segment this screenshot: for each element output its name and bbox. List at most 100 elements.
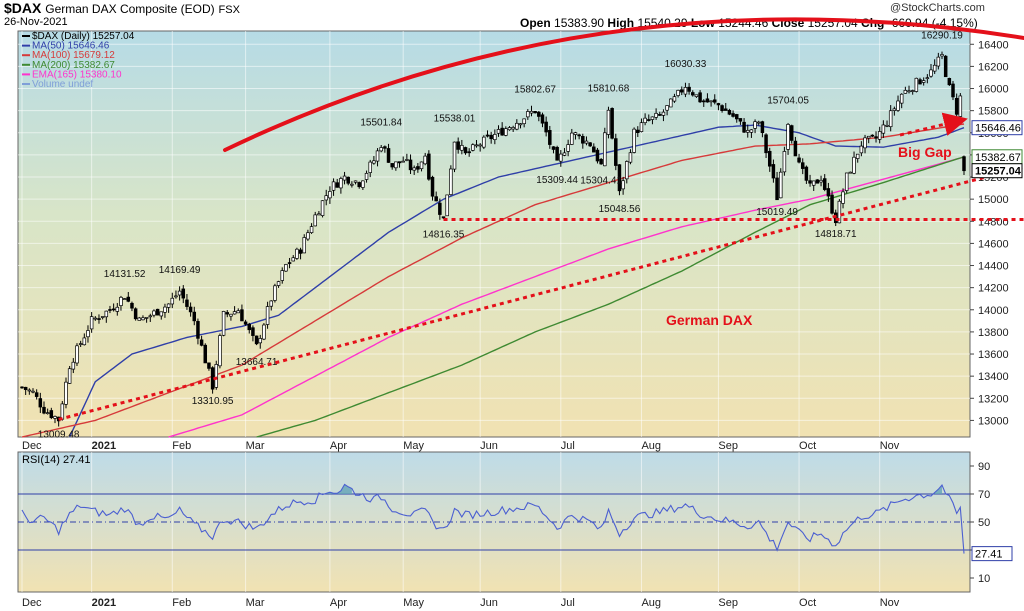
candle	[745, 130, 750, 133]
candle	[782, 151, 787, 173]
candle	[441, 216, 446, 219]
candle	[683, 87, 688, 95]
rsi-line	[21, 483, 965, 554]
candle	[302, 237, 306, 254]
candle	[610, 108, 614, 139]
candle	[907, 90, 911, 93]
candle	[504, 128, 508, 136]
legend-entry: $DAX (Daily) 15257.04	[32, 31, 135, 42]
candle	[716, 103, 721, 106]
candle	[592, 146, 596, 153]
candle	[357, 182, 361, 188]
candle	[540, 114, 545, 124]
candle	[346, 176, 350, 184]
price-tick-label: 15800	[978, 106, 1009, 118]
candle	[474, 144, 479, 147]
candle	[276, 281, 281, 286]
rsi-month-label: Jun	[480, 597, 498, 609]
candle	[478, 144, 482, 147]
candle	[247, 323, 252, 331]
center-annotation: German DAX	[666, 312, 753, 328]
rsi-title: RSI(14) 27.41	[22, 454, 90, 466]
candle	[654, 112, 658, 118]
candle	[394, 161, 398, 169]
candle	[929, 69, 933, 77]
candle	[482, 136, 486, 148]
candle	[71, 361, 76, 370]
price-point-label: 14818.71	[815, 229, 857, 240]
rsi-month-label: May	[403, 597, 424, 609]
candle	[544, 121, 548, 133]
gap-annotation: Big Gap	[898, 144, 952, 160]
candle	[287, 262, 292, 264]
candle	[342, 175, 347, 181]
candle	[137, 317, 142, 321]
candle	[412, 167, 416, 171]
price-value-tag	[971, 163, 1023, 179]
candle	[284, 264, 288, 272]
candle	[628, 152, 633, 163]
candle	[295, 248, 299, 259]
rsi-month-label: Jul	[561, 597, 575, 609]
candle	[174, 295, 178, 298]
candle	[559, 153, 563, 162]
candle	[753, 121, 757, 129]
candle	[515, 122, 519, 130]
candle	[438, 202, 442, 215]
candle	[379, 147, 383, 152]
candle	[405, 159, 409, 161]
price-point-label: 15304.41	[580, 175, 622, 186]
candle	[42, 406, 46, 414]
candle	[401, 160, 405, 163]
candle	[181, 288, 186, 299]
price-tick-label: 14400	[978, 261, 1009, 273]
series-ema165	[168, 156, 965, 438]
candle	[797, 157, 801, 163]
candle	[133, 308, 138, 320]
legend-entry: EMA(165) 15380.10	[32, 69, 122, 80]
candle	[416, 166, 420, 170]
candle	[324, 195, 328, 201]
candle	[874, 136, 878, 139]
candle	[368, 161, 372, 173]
support-line	[58, 165, 1024, 421]
candle	[335, 182, 339, 188]
candle	[749, 129, 754, 133]
month-label: Dec	[22, 440, 42, 452]
chart-date: 26-Nov-2021	[4, 16, 68, 28]
candle	[676, 89, 680, 96]
month-label: Oct	[799, 440, 816, 452]
candle	[632, 128, 636, 153]
candle	[243, 321, 248, 325]
candle	[449, 168, 453, 195]
candle	[430, 176, 435, 197]
candle	[954, 97, 959, 115]
candle	[702, 100, 706, 103]
candle	[328, 191, 332, 199]
month-label: Jun	[480, 440, 498, 452]
candle	[97, 318, 101, 320]
candle	[511, 127, 515, 130]
price-point-label: 14131.52	[104, 269, 146, 280]
price-value-tag	[971, 120, 1023, 136]
candle	[742, 121, 746, 133]
candle	[221, 311, 226, 336]
candle	[793, 140, 798, 157]
price-point-label: 15048.56	[599, 204, 641, 215]
candle	[771, 164, 776, 179]
candle	[265, 306, 270, 325]
candle	[111, 308, 116, 311]
price-tick-label: 13600	[978, 349, 1009, 361]
candle	[639, 122, 644, 132]
candle	[603, 132, 607, 167]
candle	[144, 317, 149, 319]
candle	[713, 99, 717, 103]
candle	[45, 412, 50, 415]
candle	[621, 180, 625, 190]
candle	[951, 83, 955, 98]
candle	[617, 164, 622, 192]
rsi-month-label: Aug	[641, 597, 661, 609]
price-point-label: 15538.01	[434, 114, 476, 125]
candle	[885, 124, 889, 127]
